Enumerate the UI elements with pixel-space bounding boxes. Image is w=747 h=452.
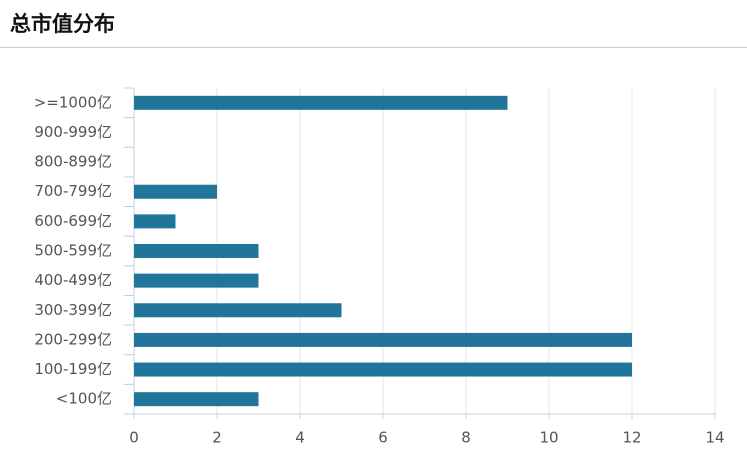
y-tick-label: 300-399亿 xyxy=(34,301,112,319)
y-tick-label: >=1000亿 xyxy=(34,93,112,111)
y-tick-label: 900-999亿 xyxy=(34,123,112,141)
y-tick-label: <100亿 xyxy=(56,390,112,408)
y-tick-label: 100-199亿 xyxy=(34,360,112,378)
x-tick-label: 2 xyxy=(212,429,222,447)
x-tick-label: 0 xyxy=(129,429,139,447)
x-tick-label: 14 xyxy=(705,429,724,447)
separator xyxy=(0,47,747,48)
x-tick-label: 4 xyxy=(295,429,305,447)
y-tick-label: 500-599亿 xyxy=(34,242,112,260)
x-tick-label: 8 xyxy=(461,429,471,447)
y-tick-label: 700-799亿 xyxy=(34,182,112,200)
chart-title: 总市值分布 xyxy=(10,12,115,36)
y-tick-label: 600-699亿 xyxy=(34,212,112,230)
bar xyxy=(134,332,632,347)
bar xyxy=(134,95,508,110)
x-tick-label: 6 xyxy=(378,429,388,447)
bar xyxy=(134,273,259,288)
bar xyxy=(134,184,217,199)
x-tick-label: 10 xyxy=(539,429,558,447)
bar xyxy=(134,214,176,229)
y-tick-label: 400-499亿 xyxy=(34,271,112,289)
x-tick-label: 12 xyxy=(622,429,641,447)
bar xyxy=(134,362,632,377)
bar xyxy=(134,244,259,258)
y-tick-label: 200-299亿 xyxy=(34,330,112,348)
y-tick-label: 800-899亿 xyxy=(34,153,112,171)
bar xyxy=(134,303,342,318)
bar xyxy=(134,392,259,407)
